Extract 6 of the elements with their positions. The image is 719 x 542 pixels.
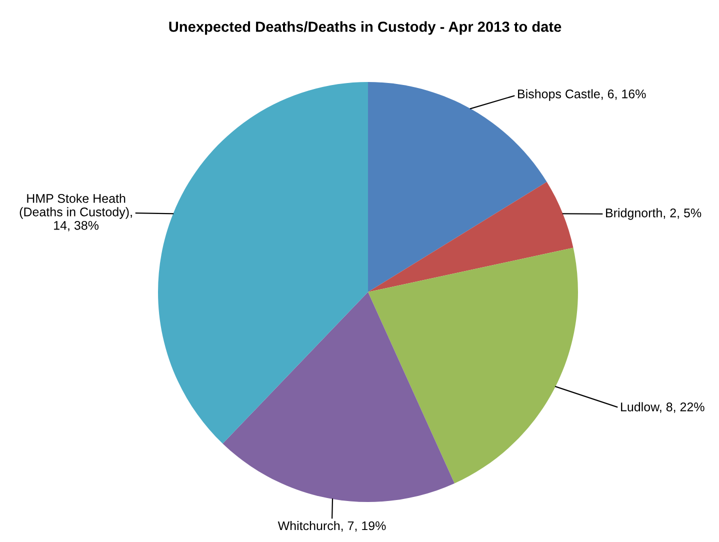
slice-label: Bishops Castle, 6, 16%: [518, 89, 646, 101]
chart-title: Unexpected Deaths/Deaths in Custody - Apr 2013 to date: [169, 21, 562, 35]
slice-label: Bridgnorth, 2, 5%: [606, 208, 702, 220]
slice-label: Whitchurch, 7, 19%: [278, 521, 386, 532]
slice-label: Ludlow, 8, 22%: [621, 402, 704, 413]
slice-label: HMP Stoke Heath (Deaths in Custody), 14, 38%: [20, 194, 132, 232]
